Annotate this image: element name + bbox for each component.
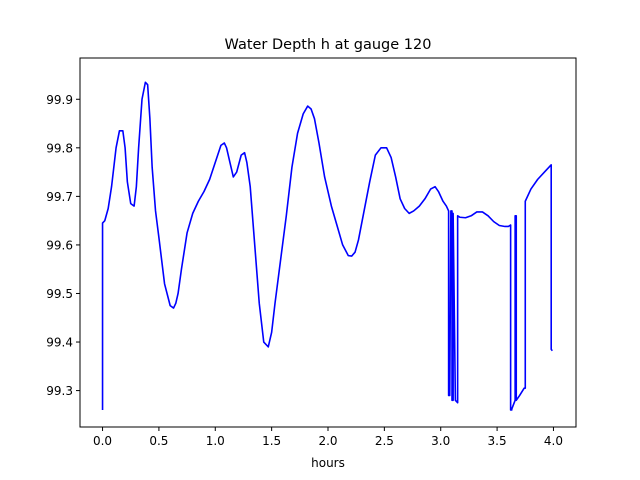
y-axis: 99.3 99.4 99.5 99.6 99.7 99.8 99.9 — [46, 93, 80, 398]
x-tick-label: 2.0 — [318, 434, 337, 448]
x-tick-label: 1.5 — [262, 434, 281, 448]
y-tick-label: 99.3 — [46, 384, 73, 398]
x-axis-label: hours — [311, 456, 345, 470]
x-tick-label: 0.0 — [93, 434, 112, 448]
y-tick-label: 99.5 — [46, 287, 73, 301]
y-tick-label: 99.8 — [46, 141, 73, 155]
y-tick-label: 99.4 — [46, 336, 73, 350]
x-tick-label: 2.5 — [375, 434, 394, 448]
y-tick-label: 99.9 — [46, 93, 73, 107]
y-tick-label: 99.6 — [46, 238, 73, 252]
chart-title: Water Depth h at gauge 120 — [225, 37, 432, 53]
x-tick-label: 1.0 — [206, 434, 225, 448]
x-tick-label: 0.5 — [149, 434, 168, 448]
y-tick-label: 99.7 — [46, 190, 73, 204]
x-tick-label: 3.0 — [431, 434, 450, 448]
plot-area — [101, 81, 553, 411]
x-axis: 0.0 0.5 1.0 1.5 2.0 2.5 3.0 3.5 4.0 — [93, 427, 563, 448]
x-tick-label: 3.5 — [488, 434, 507, 448]
series-line — [101, 81, 553, 411]
x-tick-label: 4.0 — [544, 434, 563, 448]
